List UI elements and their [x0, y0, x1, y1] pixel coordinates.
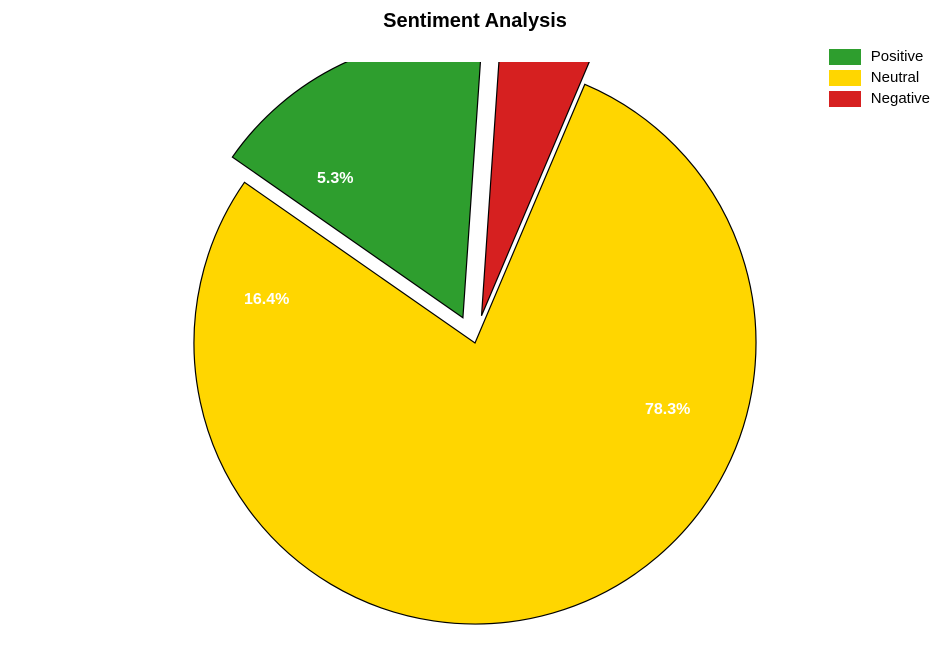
legend-item-neutral: Neutral: [829, 69, 930, 86]
pie-svg: [180, 62, 770, 652]
slice-label-positive: 16.4%: [244, 291, 289, 309]
legend-item-positive: Positive: [829, 48, 930, 65]
chart-legend: Positive Neutral Negative: [829, 48, 930, 111]
legend-label-positive: Positive: [871, 48, 924, 65]
slice-label-negative: 5.3%: [317, 170, 353, 188]
legend-item-negative: Negative: [829, 90, 930, 107]
sentiment-pie-chart: Sentiment Analysis 78.3% 16.4% 5.3% Positi…: [0, 0, 950, 662]
legend-swatch-neutral: [829, 70, 861, 86]
legend-swatch-positive: [829, 49, 861, 65]
legend-label-neutral: Neutral: [871, 69, 919, 86]
legend-swatch-negative: [829, 91, 861, 107]
chart-title: Sentiment Analysis: [383, 10, 567, 33]
legend-label-negative: Negative: [871, 90, 930, 107]
slice-label-neutral: 78.3%: [645, 401, 690, 419]
